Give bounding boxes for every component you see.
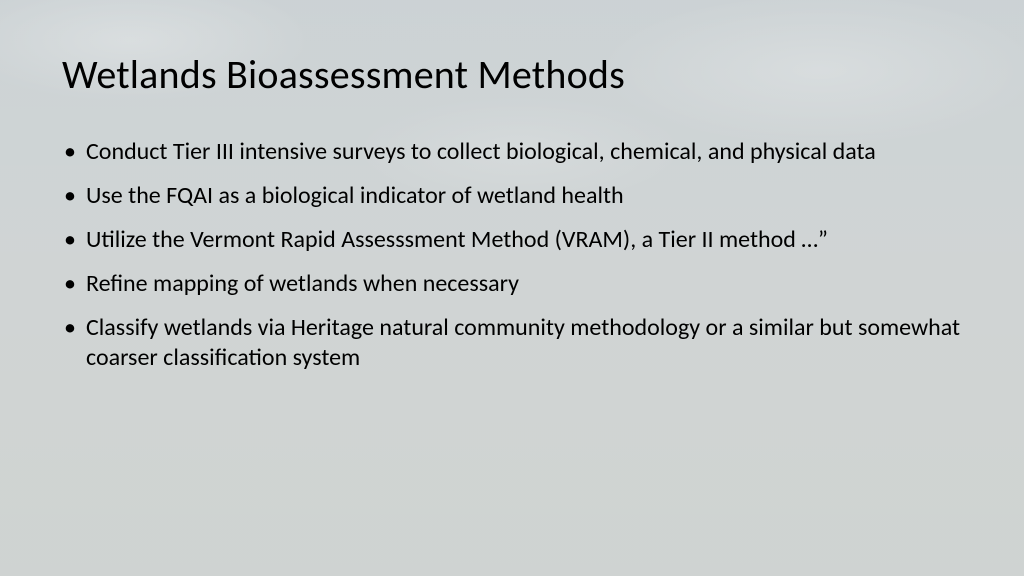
list-item: Use the FQAI as a biological indicator o…	[62, 181, 962, 211]
list-item: Classify wetlands via Heritage natural c…	[62, 313, 962, 373]
bullet-list: Conduct Tier III intensive surveys to co…	[62, 137, 962, 373]
list-item: Refine mapping of wetlands when necessar…	[62, 269, 962, 299]
list-item: Utilize the Vermont Rapid Assesssment Me…	[62, 225, 962, 255]
slide-title: Wetlands Bioassessment Methods	[62, 50, 962, 99]
list-item: Conduct Tier III intensive surveys to co…	[62, 137, 962, 167]
